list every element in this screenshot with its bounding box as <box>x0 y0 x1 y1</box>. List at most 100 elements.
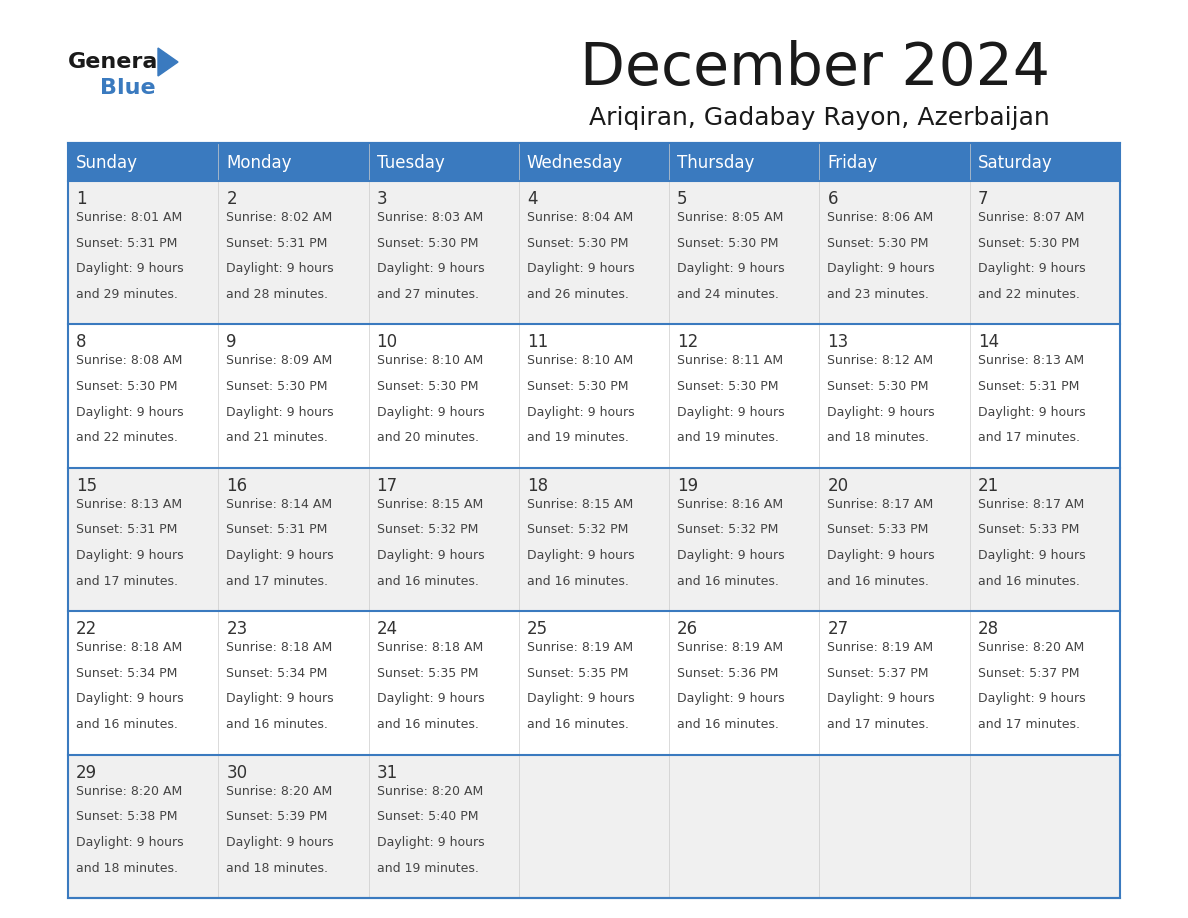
Text: and 18 minutes.: and 18 minutes. <box>226 861 328 875</box>
Text: Daylight: 9 hours: Daylight: 9 hours <box>827 549 935 562</box>
Text: Daylight: 9 hours: Daylight: 9 hours <box>76 836 184 849</box>
Text: and 18 minutes.: and 18 minutes. <box>827 431 929 444</box>
Bar <box>68 468 1120 611</box>
Text: 21: 21 <box>978 476 999 495</box>
Text: Monday: Monday <box>226 154 292 172</box>
Text: Daylight: 9 hours: Daylight: 9 hours <box>526 549 634 562</box>
Text: Sunset: 5:33 PM: Sunset: 5:33 PM <box>978 523 1079 536</box>
Text: Sunset: 5:30 PM: Sunset: 5:30 PM <box>526 380 628 393</box>
Text: 20: 20 <box>827 476 848 495</box>
Text: Sunrise: 8:13 AM: Sunrise: 8:13 AM <box>978 354 1083 367</box>
Text: Sunset: 5:30 PM: Sunset: 5:30 PM <box>827 237 929 250</box>
Text: Daylight: 9 hours: Daylight: 9 hours <box>827 263 935 275</box>
Text: Sunrise: 8:20 AM: Sunrise: 8:20 AM <box>377 785 482 798</box>
Text: Sunrise: 8:19 AM: Sunrise: 8:19 AM <box>677 641 783 655</box>
Text: and 19 minutes.: and 19 minutes. <box>526 431 628 444</box>
Text: and 16 minutes.: and 16 minutes. <box>677 718 779 731</box>
Text: Daylight: 9 hours: Daylight: 9 hours <box>377 549 485 562</box>
Text: Sunrise: 8:10 AM: Sunrise: 8:10 AM <box>526 354 633 367</box>
Text: Daylight: 9 hours: Daylight: 9 hours <box>76 406 184 419</box>
Text: Sunset: 5:36 PM: Sunset: 5:36 PM <box>677 666 778 680</box>
Text: 31: 31 <box>377 764 398 781</box>
Text: Sunset: 5:30 PM: Sunset: 5:30 PM <box>677 237 778 250</box>
Text: Sunset: 5:30 PM: Sunset: 5:30 PM <box>526 237 628 250</box>
Text: Sunset: 5:32 PM: Sunset: 5:32 PM <box>677 523 778 536</box>
Text: Sunday: Sunday <box>76 154 138 172</box>
Text: Daylight: 9 hours: Daylight: 9 hours <box>377 836 485 849</box>
Text: and 20 minutes.: and 20 minutes. <box>377 431 479 444</box>
Text: Daylight: 9 hours: Daylight: 9 hours <box>76 263 184 275</box>
Text: Daylight: 9 hours: Daylight: 9 hours <box>526 263 634 275</box>
Text: Daylight: 9 hours: Daylight: 9 hours <box>226 406 334 419</box>
Text: Sunset: 5:37 PM: Sunset: 5:37 PM <box>978 666 1079 680</box>
Text: Daylight: 9 hours: Daylight: 9 hours <box>526 406 634 419</box>
Text: Friday: Friday <box>827 154 878 172</box>
Text: Sunset: 5:31 PM: Sunset: 5:31 PM <box>226 237 328 250</box>
Text: Sunrise: 8:17 AM: Sunrise: 8:17 AM <box>978 498 1083 510</box>
Text: Sunset: 5:32 PM: Sunset: 5:32 PM <box>526 523 628 536</box>
Text: Sunrise: 8:18 AM: Sunrise: 8:18 AM <box>226 641 333 655</box>
Text: Sunrise: 8:08 AM: Sunrise: 8:08 AM <box>76 354 183 367</box>
Text: 17: 17 <box>377 476 398 495</box>
Text: Sunset: 5:31 PM: Sunset: 5:31 PM <box>226 523 328 536</box>
Text: Sunrise: 8:01 AM: Sunrise: 8:01 AM <box>76 211 182 224</box>
Text: 12: 12 <box>677 333 699 352</box>
Text: Daylight: 9 hours: Daylight: 9 hours <box>226 263 334 275</box>
Text: and 22 minutes.: and 22 minutes. <box>978 288 1080 301</box>
Text: Sunrise: 8:13 AM: Sunrise: 8:13 AM <box>76 498 182 510</box>
Text: and 28 minutes.: and 28 minutes. <box>226 288 328 301</box>
Text: and 16 minutes.: and 16 minutes. <box>978 575 1080 588</box>
Text: Blue: Blue <box>100 78 156 98</box>
Text: 14: 14 <box>978 333 999 352</box>
Text: Sunset: 5:32 PM: Sunset: 5:32 PM <box>377 523 478 536</box>
Bar <box>68 755 1120 898</box>
Text: Daylight: 9 hours: Daylight: 9 hours <box>76 549 184 562</box>
Text: Daylight: 9 hours: Daylight: 9 hours <box>76 692 184 706</box>
Text: and 16 minutes.: and 16 minutes. <box>226 718 328 731</box>
Text: Daylight: 9 hours: Daylight: 9 hours <box>377 263 485 275</box>
Text: Sunrise: 8:02 AM: Sunrise: 8:02 AM <box>226 211 333 224</box>
Text: 27: 27 <box>827 621 848 638</box>
Text: 22: 22 <box>76 621 97 638</box>
Polygon shape <box>158 48 178 76</box>
Text: Sunrise: 8:19 AM: Sunrise: 8:19 AM <box>827 641 934 655</box>
Text: Sunset: 5:30 PM: Sunset: 5:30 PM <box>377 380 478 393</box>
Text: Daylight: 9 hours: Daylight: 9 hours <box>226 836 334 849</box>
Text: and 23 minutes.: and 23 minutes. <box>827 288 929 301</box>
Text: Daylight: 9 hours: Daylight: 9 hours <box>677 263 785 275</box>
Text: Daylight: 9 hours: Daylight: 9 hours <box>226 549 334 562</box>
Text: Sunset: 5:30 PM: Sunset: 5:30 PM <box>226 380 328 393</box>
Text: General: General <box>68 52 166 72</box>
Text: Sunset: 5:35 PM: Sunset: 5:35 PM <box>526 666 628 680</box>
Text: Sunrise: 8:14 AM: Sunrise: 8:14 AM <box>226 498 333 510</box>
Text: and 16 minutes.: and 16 minutes. <box>377 718 479 731</box>
Text: 16: 16 <box>226 476 247 495</box>
Text: Sunset: 5:30 PM: Sunset: 5:30 PM <box>76 380 177 393</box>
Text: 18: 18 <box>526 476 548 495</box>
Text: Saturday: Saturday <box>978 154 1053 172</box>
Text: Sunrise: 8:03 AM: Sunrise: 8:03 AM <box>377 211 482 224</box>
Text: Daylight: 9 hours: Daylight: 9 hours <box>978 692 1086 706</box>
Text: Wednesday: Wednesday <box>526 154 624 172</box>
Text: 11: 11 <box>526 333 548 352</box>
Text: Sunrise: 8:07 AM: Sunrise: 8:07 AM <box>978 211 1085 224</box>
Text: and 16 minutes.: and 16 minutes. <box>526 575 628 588</box>
Text: 23: 23 <box>226 621 247 638</box>
Text: Sunrise: 8:19 AM: Sunrise: 8:19 AM <box>526 641 633 655</box>
Text: Sunrise: 8:06 AM: Sunrise: 8:06 AM <box>827 211 934 224</box>
Text: and 16 minutes.: and 16 minutes. <box>377 575 479 588</box>
Text: and 17 minutes.: and 17 minutes. <box>978 431 1080 444</box>
Text: Thursday: Thursday <box>677 154 754 172</box>
Text: Sunrise: 8:20 AM: Sunrise: 8:20 AM <box>226 785 333 798</box>
Text: December 2024: December 2024 <box>580 39 1050 96</box>
Text: Sunrise: 8:20 AM: Sunrise: 8:20 AM <box>978 641 1083 655</box>
Text: Daylight: 9 hours: Daylight: 9 hours <box>526 692 634 706</box>
Text: Daylight: 9 hours: Daylight: 9 hours <box>827 692 935 706</box>
Text: Sunrise: 8:17 AM: Sunrise: 8:17 AM <box>827 498 934 510</box>
Text: Daylight: 9 hours: Daylight: 9 hours <box>677 692 785 706</box>
Text: and 16 minutes.: and 16 minutes. <box>76 718 178 731</box>
Bar <box>68 324 1120 468</box>
Text: and 29 minutes.: and 29 minutes. <box>76 288 178 301</box>
Text: 9: 9 <box>226 333 236 352</box>
Text: Daylight: 9 hours: Daylight: 9 hours <box>377 692 485 706</box>
